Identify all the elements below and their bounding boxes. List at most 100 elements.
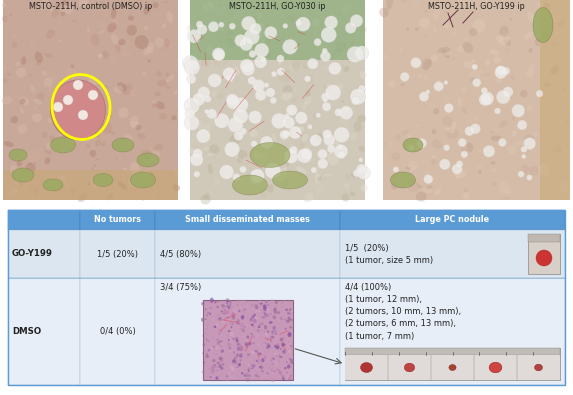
Ellipse shape: [211, 371, 214, 374]
Ellipse shape: [567, 21, 569, 23]
Ellipse shape: [516, 122, 520, 124]
Circle shape: [322, 48, 328, 54]
Ellipse shape: [340, 105, 350, 115]
Ellipse shape: [446, 128, 458, 139]
Ellipse shape: [333, 142, 337, 145]
Ellipse shape: [64, 6, 73, 14]
Ellipse shape: [471, 88, 482, 97]
Ellipse shape: [11, 188, 18, 194]
Ellipse shape: [248, 368, 250, 371]
Ellipse shape: [327, 84, 329, 87]
Ellipse shape: [137, 133, 146, 139]
Ellipse shape: [285, 349, 286, 351]
Ellipse shape: [544, 83, 548, 87]
Ellipse shape: [391, 152, 401, 160]
Ellipse shape: [278, 62, 281, 65]
Ellipse shape: [221, 350, 223, 353]
Ellipse shape: [258, 169, 261, 172]
Ellipse shape: [241, 343, 245, 346]
Ellipse shape: [231, 362, 235, 365]
Ellipse shape: [88, 113, 101, 123]
Ellipse shape: [274, 345, 276, 348]
Ellipse shape: [206, 353, 208, 356]
Ellipse shape: [264, 325, 268, 329]
Ellipse shape: [266, 339, 268, 341]
Ellipse shape: [300, 154, 304, 159]
Ellipse shape: [264, 314, 266, 316]
Ellipse shape: [270, 299, 274, 302]
Ellipse shape: [167, 11, 174, 23]
Ellipse shape: [219, 60, 222, 63]
Ellipse shape: [240, 323, 241, 325]
Ellipse shape: [405, 363, 415, 372]
Ellipse shape: [217, 4, 221, 8]
Ellipse shape: [277, 359, 280, 362]
Ellipse shape: [280, 338, 284, 342]
Ellipse shape: [278, 122, 282, 126]
Circle shape: [536, 90, 543, 97]
Ellipse shape: [388, 81, 394, 87]
Ellipse shape: [422, 24, 425, 26]
Ellipse shape: [273, 315, 276, 319]
Ellipse shape: [236, 149, 248, 158]
Ellipse shape: [25, 163, 36, 173]
Ellipse shape: [207, 153, 214, 156]
Bar: [3, 170, 178, 200]
Ellipse shape: [205, 355, 209, 358]
Ellipse shape: [142, 197, 145, 201]
Ellipse shape: [238, 345, 242, 349]
Ellipse shape: [280, 133, 289, 143]
Ellipse shape: [272, 363, 273, 365]
Ellipse shape: [100, 142, 105, 147]
Ellipse shape: [253, 150, 260, 159]
Ellipse shape: [268, 326, 269, 328]
Ellipse shape: [265, 314, 269, 317]
Ellipse shape: [242, 41, 252, 49]
Ellipse shape: [277, 173, 286, 182]
Ellipse shape: [15, 62, 19, 66]
Ellipse shape: [279, 360, 280, 361]
Ellipse shape: [527, 8, 528, 11]
Ellipse shape: [238, 319, 240, 321]
Ellipse shape: [6, 69, 11, 77]
Ellipse shape: [286, 374, 290, 379]
Ellipse shape: [218, 357, 222, 360]
Ellipse shape: [505, 49, 508, 51]
Ellipse shape: [395, 134, 401, 141]
Ellipse shape: [278, 74, 288, 83]
Ellipse shape: [492, 169, 495, 172]
Ellipse shape: [302, 134, 308, 142]
Ellipse shape: [206, 316, 207, 317]
Ellipse shape: [276, 355, 277, 357]
Circle shape: [212, 48, 225, 60]
Ellipse shape: [260, 310, 262, 311]
Ellipse shape: [240, 346, 244, 351]
Ellipse shape: [156, 71, 162, 77]
Ellipse shape: [231, 314, 234, 316]
Ellipse shape: [278, 306, 280, 307]
Ellipse shape: [150, 191, 155, 195]
Ellipse shape: [41, 147, 47, 150]
Ellipse shape: [206, 327, 207, 329]
Ellipse shape: [566, 119, 568, 122]
Ellipse shape: [351, 173, 355, 177]
Ellipse shape: [231, 373, 233, 375]
Ellipse shape: [333, 58, 336, 62]
Ellipse shape: [242, 316, 246, 320]
Ellipse shape: [253, 358, 255, 359]
Ellipse shape: [499, 181, 510, 194]
Circle shape: [357, 166, 370, 179]
Circle shape: [400, 72, 409, 81]
Ellipse shape: [227, 316, 229, 318]
Ellipse shape: [293, 89, 295, 91]
Ellipse shape: [313, 113, 319, 118]
Ellipse shape: [360, 173, 366, 178]
Ellipse shape: [195, 120, 203, 129]
Ellipse shape: [237, 322, 240, 325]
Text: 3/4 (75%): 3/4 (75%): [160, 283, 201, 292]
Ellipse shape: [83, 128, 86, 131]
Ellipse shape: [117, 82, 127, 92]
Circle shape: [280, 130, 289, 139]
Ellipse shape: [418, 74, 423, 79]
Circle shape: [470, 124, 480, 134]
